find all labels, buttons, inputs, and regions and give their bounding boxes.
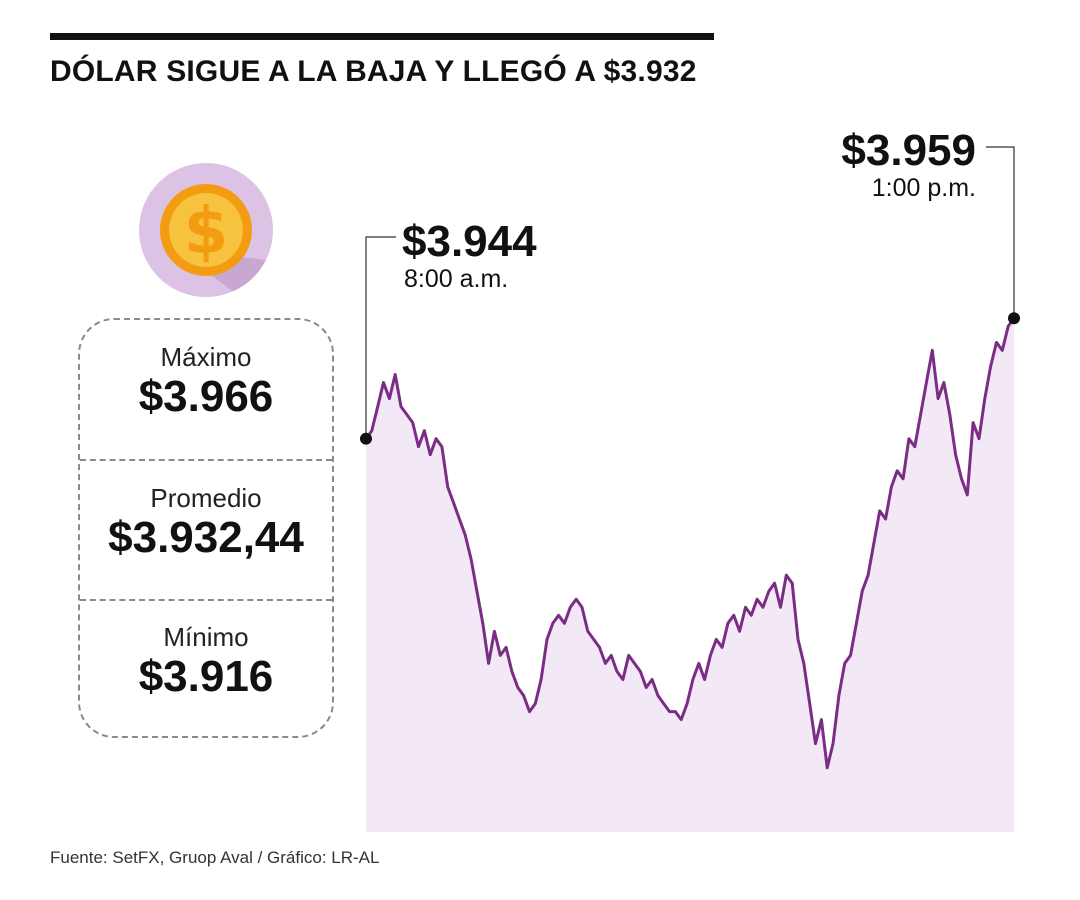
end-price-label: $3.959 <box>841 126 976 175</box>
start-point <box>360 432 372 445</box>
stat-maximo: Máximo $3.966 <box>80 342 332 422</box>
end-time-label: 1:00 p.m. <box>872 174 976 202</box>
stat-max-value: $3.966 <box>138 372 274 421</box>
price-area <box>366 318 1014 832</box>
chart-title: DÓLAR SIGUE A LA BAJA Y LLEGÓ A $3.932 <box>50 55 697 88</box>
stat-min-value: $3.916 <box>138 652 274 701</box>
top-rule <box>50 33 714 40</box>
source-note: Fuente: SetFX, Gruop Aval / Gráfico: LR-… <box>50 848 380 867</box>
svg-text:$: $ <box>184 195 229 269</box>
end-point <box>1008 312 1020 325</box>
start-leader-line <box>365 236 396 439</box>
price-line <box>364 317 1016 770</box>
end-leader-line <box>986 146 1015 319</box>
stat-promedio: Promedio $3.932,44 <box>80 483 332 563</box>
dollar-coin-icon: $ <box>139 163 273 297</box>
start-time-label: 8:00 a.m. <box>404 265 508 293</box>
stat-min-label: Mínimo <box>163 622 249 652</box>
stat-avg-label: Promedio <box>150 483 262 513</box>
stat-max-label: Máximo <box>160 342 252 372</box>
stat-divider <box>80 599 332 601</box>
stat-avg-value: $3.932,44 <box>108 513 304 562</box>
stats-box: Máximo $3.966 Promedio $3.932,44 Mínimo … <box>78 318 334 738</box>
stat-minimo: Mínimo $3.916 <box>80 622 332 702</box>
start-price-label: $3.944 <box>402 217 537 266</box>
stat-divider <box>80 459 332 461</box>
